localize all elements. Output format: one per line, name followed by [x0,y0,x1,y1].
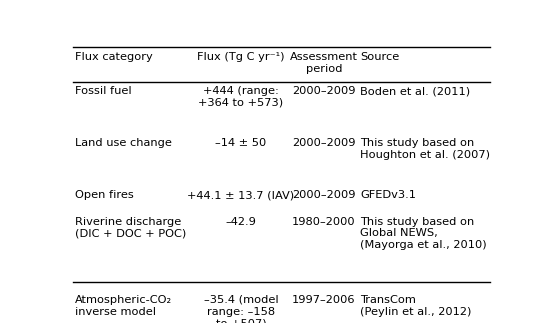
Text: Boden et al. (2011): Boden et al. (2011) [360,86,470,96]
Text: +44.1 ± 13.7 (IAV): +44.1 ± 13.7 (IAV) [187,191,294,201]
Text: 1997–2006: 1997–2006 [292,295,356,305]
Text: Fossil fuel: Fossil fuel [75,86,132,96]
Text: 2000–2009: 2000–2009 [292,191,356,201]
Text: Flux category: Flux category [75,52,153,62]
Text: Flux (Tg C yr⁻¹): Flux (Tg C yr⁻¹) [197,52,285,62]
Text: GFEDv3.1: GFEDv3.1 [360,191,416,201]
Text: –14 ± 50: –14 ± 50 [215,138,267,148]
Text: Riverine discharge
(DIC + DOC + POC): Riverine discharge (DIC + DOC + POC) [75,217,186,238]
Text: TransCom
(Peylin et al., 2012): TransCom (Peylin et al., 2012) [360,295,472,317]
Text: +444 (range:
+364 to +573): +444 (range: +364 to +573) [198,86,283,108]
Text: Land use change: Land use change [75,138,172,148]
Text: –35.4 (model
range: –158
to +507): –35.4 (model range: –158 to +507) [204,295,278,323]
Text: This study based on
Houghton et al. (2007): This study based on Houghton et al. (200… [360,138,490,160]
Text: Open fires: Open fires [75,191,134,201]
Text: –42.9: –42.9 [226,217,256,227]
Text: Source: Source [360,52,399,62]
Text: Atmospheric-CO₂
inverse model: Atmospheric-CO₂ inverse model [75,295,172,317]
Text: 2000–2009: 2000–2009 [292,86,356,96]
Text: This study based on
Global NEWS,
(Mayorga et al., 2010): This study based on Global NEWS, (Mayorg… [360,217,487,250]
Text: 1980–2000: 1980–2000 [292,217,356,227]
Text: Assessment
period: Assessment period [290,52,358,74]
Text: 2000–2009: 2000–2009 [292,138,356,148]
